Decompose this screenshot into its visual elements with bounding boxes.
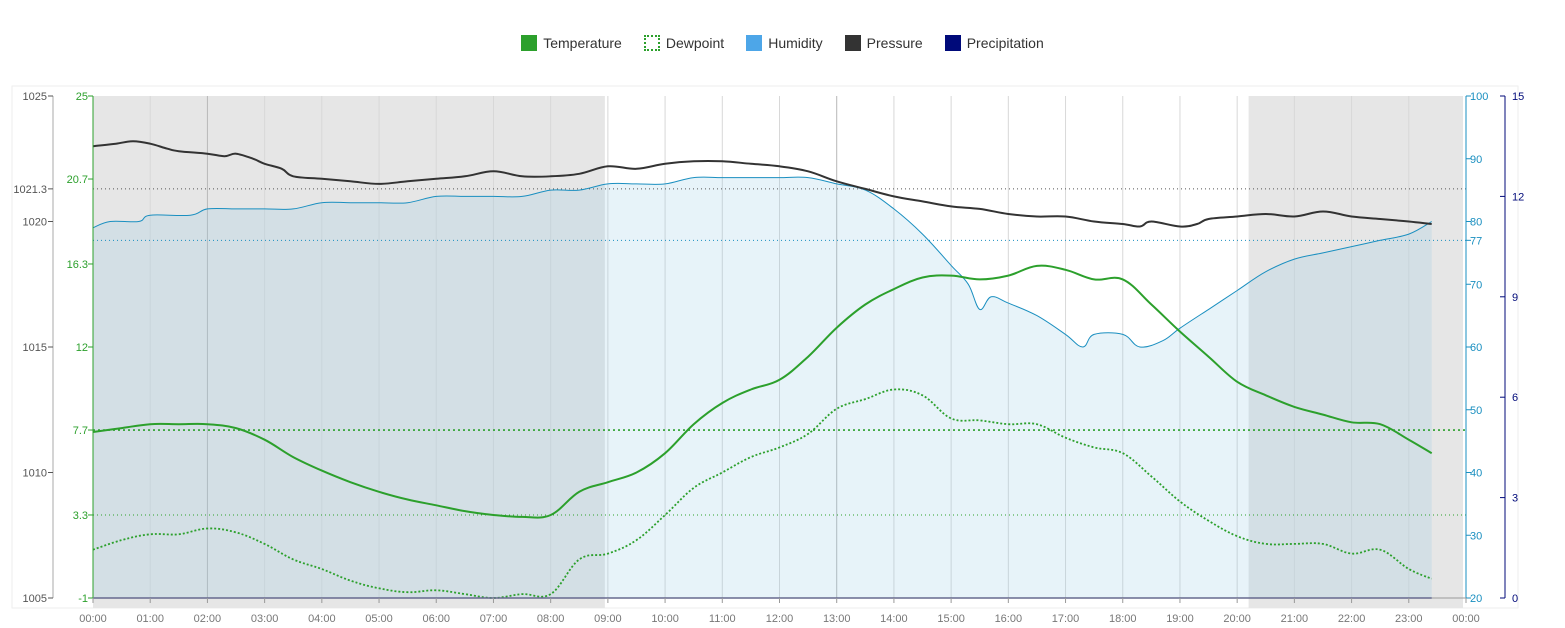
x-tick-label: 23:00: [1395, 613, 1423, 625]
precipitation-tick-label: 3: [1512, 493, 1518, 505]
x-tick-label: 06:00: [422, 613, 450, 625]
x-tick-label: 19:00: [1166, 613, 1194, 625]
legend-label: Dewpoint: [665, 35, 725, 51]
chart-legend: Temperature Dewpoint Humidity Pressure P…: [0, 32, 1565, 54]
humidity-tick-label: 60: [1470, 342, 1482, 354]
x-tick-label: 05:00: [365, 613, 393, 625]
humidity-tick-label: 90: [1470, 154, 1482, 166]
temperature-tick-label: 20.7: [67, 174, 88, 186]
x-tick-label: 22:00: [1338, 613, 1366, 625]
pressure-tick-label: 1025: [23, 91, 47, 103]
pressure-tick-label: 1021.3: [13, 184, 47, 196]
pressure-swatch: [844, 35, 861, 51]
humidity-tick-label: 30: [1470, 530, 1482, 542]
precipitation-tick-label: 12: [1512, 191, 1524, 203]
x-tick-label: 11:00: [709, 613, 736, 625]
pressure-tick-label: 1020: [23, 217, 47, 229]
temperature-swatch: [521, 35, 538, 51]
night-shade-1: [1248, 96, 1463, 608]
x-tick-label: 18:00: [1109, 613, 1137, 625]
x-tick-label: 03:00: [251, 613, 279, 625]
legend-label: Pressure: [866, 35, 923, 51]
humidity-tick-label: 100: [1470, 91, 1488, 103]
x-tick-label: 10:00: [651, 613, 679, 625]
x-tick-label: 02:00: [194, 613, 222, 625]
x-tick-label: 21:00: [1281, 613, 1309, 625]
humidity-swatch: [746, 35, 763, 51]
precipitation-tick-label: 6: [1512, 392, 1518, 404]
x-tick-label: 07:00: [480, 613, 508, 625]
legend-item-precipitation[interactable]: Precipitation: [944, 35, 1044, 51]
dewpoint-line: [92, 388, 1433, 599]
legend-item-pressure[interactable]: Pressure: [844, 35, 923, 51]
x-tick-label: 12:00: [766, 613, 794, 625]
pressure-tick-label: 1005: [23, 593, 47, 605]
precipitation-swatch: [944, 35, 961, 51]
legend-label: Precipitation: [966, 35, 1044, 51]
legend-label: Temperature: [543, 35, 622, 51]
humidity-tick-label: 80: [1470, 217, 1482, 229]
precipitation-tick-label: 9: [1512, 292, 1518, 304]
dewpoint-swatch: [643, 35, 660, 51]
legend-label: Humidity: [768, 35, 823, 51]
x-tick-label: 15:00: [937, 613, 965, 625]
legend-item-dewpoint[interactable]: Dewpoint: [643, 35, 725, 51]
x-tick-label: 00:00: [79, 613, 107, 625]
x-tick-label: 20:00: [1223, 613, 1251, 625]
temperature-tick-label: 12: [76, 342, 88, 354]
temperature-tick-label: 3.3: [73, 510, 88, 522]
pressure-tick-label: 1010: [23, 468, 47, 480]
chart-frame: [11, 85, 1519, 609]
x-tick-label: 16:00: [995, 613, 1023, 625]
temperature-tick-label: 16.3: [67, 259, 88, 271]
x-tick-label: 00:00: [1452, 613, 1480, 625]
x-tick-label: 13:00: [823, 613, 851, 625]
x-tick-label: 01:00: [136, 613, 164, 625]
humidity-tick-label: 50: [1470, 405, 1482, 417]
humidity-tick-label: 70: [1470, 279, 1482, 291]
humidity-line: [92, 176, 1432, 348]
pressure-line: [92, 140, 1432, 228]
legend-item-temperature[interactable]: Temperature: [521, 35, 622, 51]
humidity-tick-label: 40: [1470, 468, 1482, 480]
temperature-tick-label: 7.7: [73, 425, 88, 437]
pressure-tick-label: 1015: [23, 342, 47, 354]
x-tick-label: 04:00: [308, 613, 336, 625]
temperature-tick-label: 25: [76, 91, 88, 103]
x-tick-label: 14:00: [880, 613, 908, 625]
humidity-tick-label: 20: [1470, 593, 1482, 605]
humidity-area: [93, 177, 1432, 599]
humidity-tick-label: 77: [1470, 235, 1482, 247]
x-tick-label: 08:00: [537, 613, 565, 625]
temperature-line: [92, 264, 1433, 519]
temperature-tick-label: -1: [78, 593, 88, 605]
x-tick-label: 09:00: [594, 613, 622, 625]
precipitation-tick-label: 0: [1512, 593, 1518, 605]
precipitation-tick-label: 15: [1512, 91, 1524, 103]
legend-item-humidity[interactable]: Humidity: [746, 35, 823, 51]
x-tick-label: 17:00: [1052, 613, 1080, 625]
